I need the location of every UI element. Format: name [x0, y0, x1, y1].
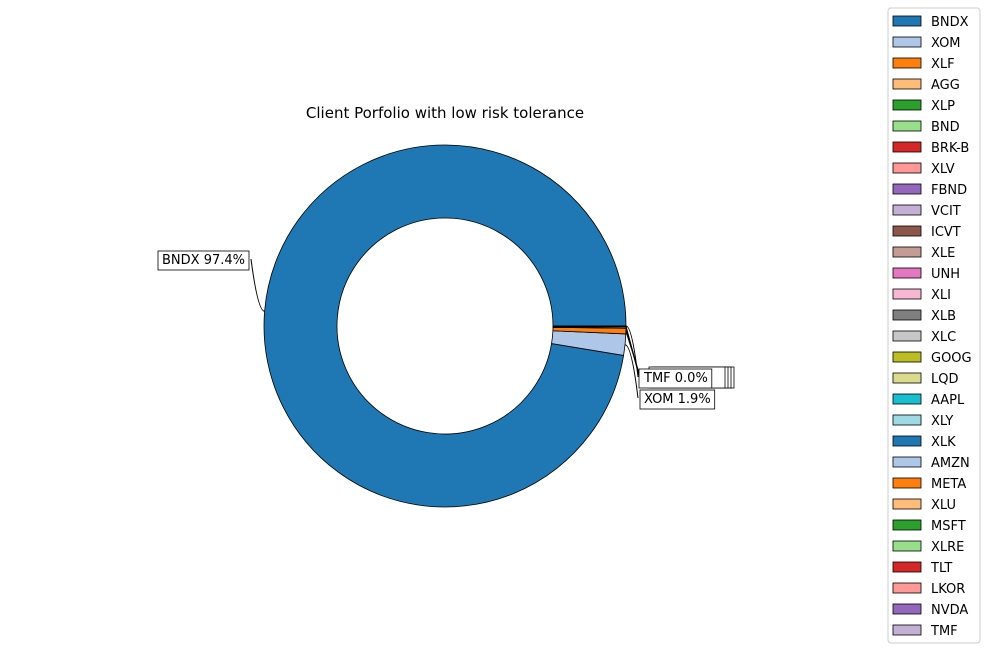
leader-line	[250, 258, 265, 312]
legend-label-amzn: AMZN	[931, 456, 970, 471]
legend: BNDX XOM XLF AGG XLP BND BRK-B XLV FBND VCIT ICVT X…	[887, 7, 981, 644]
legend-swatch-msft	[892, 519, 922, 531]
legend-label-xlf: XLF	[931, 57, 955, 72]
slice-bndx	[263, 144, 627, 508]
legend-label-icvt: ICVT	[931, 225, 961, 240]
legend-swatch-xlc	[892, 330, 922, 342]
chart-title: Client Porfolio with low risk tolerance	[306, 104, 584, 122]
legend-label-fbnd: FBND	[931, 183, 967, 198]
legend-label-xly: XLY	[931, 414, 953, 429]
legend-swatch-amzn	[892, 456, 922, 468]
legend-swatch-aapl	[892, 393, 922, 405]
legend-label-xlre: XLRE	[931, 540, 964, 555]
legend-swatch-xlk	[892, 435, 922, 447]
leader-line	[624, 344, 639, 399]
legend-swatch-vcit	[892, 204, 922, 216]
legend-label-xlp: XLP	[931, 99, 955, 114]
legend-swatch-xlu	[892, 498, 922, 510]
legend-label-nvda: NVDA	[931, 603, 968, 618]
legend-swatch-xlp	[892, 99, 922, 111]
legend-label-tlt: TLT	[930, 561, 952, 576]
legend-swatch-xlf	[892, 57, 922, 69]
legend-label-vcit: VCIT	[931, 204, 961, 219]
legend-label-xlu: XLU	[931, 498, 956, 513]
legend-label-xlb: XLB	[931, 309, 956, 324]
label-box	[639, 389, 716, 410]
legend-label-agg: AGG	[931, 78, 960, 93]
legend-label-bnd: BND	[931, 120, 960, 135]
legend-swatch-agg	[892, 78, 922, 90]
legend-label-tmf: TMF	[930, 624, 958, 639]
legend-label-bndx: BNDX	[931, 15, 969, 30]
legend-swatch-unh	[892, 267, 922, 279]
legend-swatch-goog	[892, 351, 922, 363]
legend-swatch-tmf	[892, 624, 922, 636]
legend-label-xli: XLI	[931, 288, 951, 303]
legend-label-meta: META	[931, 477, 966, 492]
legend-swatch-lqd	[892, 372, 922, 384]
legend-label-lqd: LQD	[931, 372, 959, 387]
legend-label-xom: XOM	[931, 36, 961, 51]
legend-swatch-xly	[892, 414, 922, 426]
legend-swatch-bnd	[892, 120, 922, 132]
legend-label-brk-b: BRK-B	[931, 141, 969, 156]
legend-label-lkor: LKOR	[931, 582, 965, 597]
leader-line	[625, 325, 639, 378]
legend-swatch-xli	[892, 288, 922, 300]
legend-swatch-xlb	[892, 309, 922, 321]
legend-label-msft: MSFT	[931, 519, 966, 534]
legend-label-xlk: XLK	[931, 435, 956, 450]
leader-line	[625, 326, 641, 380]
legend-label-goog: GOOG	[931, 351, 972, 366]
legend-swatch-brk-b	[892, 141, 922, 153]
legend-label-aapl: AAPL	[931, 393, 965, 408]
slice-label-xom: XOM 1.9%	[644, 392, 711, 407]
legend-swatch-xom	[892, 36, 922, 48]
legend-swatch-icvt	[892, 225, 922, 237]
label-box	[638, 368, 713, 389]
legend-swatch-tlt	[892, 561, 922, 573]
legend-label-xlv: XLV	[931, 162, 955, 177]
legend-swatch-xle	[892, 246, 922, 258]
legend-label-unh: UNH	[931, 267, 960, 282]
slice-label-tmf: TMF 0.0%	[643, 371, 708, 386]
legend-swatch-xlre	[892, 540, 922, 552]
legend-swatch-xlv	[892, 162, 922, 174]
legend-swatch-meta	[892, 477, 922, 489]
legend-label-xlc: XLC	[931, 330, 956, 345]
legend-swatch-bndx	[892, 15, 922, 27]
label-box	[157, 250, 250, 271]
legend-label-xle: XLE	[931, 246, 955, 261]
legend-swatch-nvda	[892, 603, 922, 615]
legend-swatch-fbnd	[892, 183, 922, 195]
slice-labels: BNDX 97.4% XOM 1.9% TMF 0.0%	[157, 250, 735, 410]
donut-slices	[263, 144, 627, 508]
slice-label-bndx: BNDX 97.4%	[162, 253, 245, 268]
legend-swatch-lkor	[892, 582, 922, 594]
